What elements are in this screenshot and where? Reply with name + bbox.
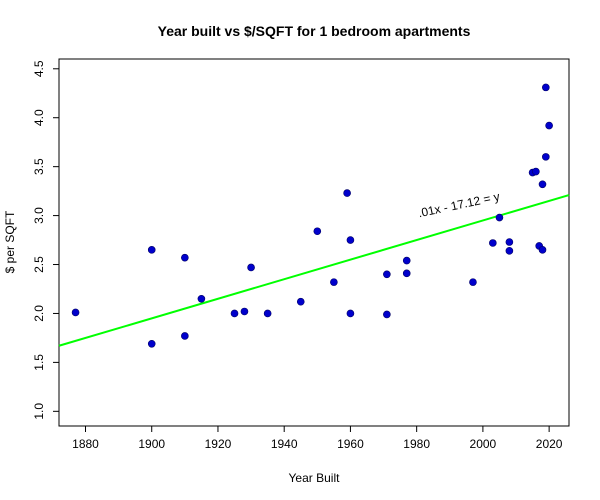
data-point	[538, 246, 547, 254]
data-points	[71, 83, 553, 348]
data-point	[343, 189, 351, 197]
data-point	[383, 270, 391, 279]
data-point	[147, 339, 156, 348]
data-point	[505, 247, 514, 255]
y-tick-label: 3.0	[32, 207, 46, 224]
data-point	[240, 307, 249, 316]
data-point	[71, 308, 80, 317]
x-tick-label: 1960	[337, 437, 364, 451]
data-point	[247, 263, 255, 272]
data-point	[538, 180, 547, 189]
data-point	[542, 153, 550, 161]
x-tick-label: 2020	[536, 437, 563, 451]
y-axis-label: $ per SQFT	[3, 210, 17, 273]
data-point	[230, 309, 239, 318]
y-tick-label: 2.5	[32, 256, 46, 273]
y-tick-label: 3.5	[32, 158, 46, 175]
data-point	[402, 269, 411, 278]
data-point	[545, 121, 553, 130]
y-axis: 1.0 1.5 2.0 2.5 3.0 3.5 4.0 4.5	[32, 60, 59, 420]
data-point	[313, 227, 322, 236]
data-point	[469, 278, 477, 286]
x-tick-label: 1880	[72, 437, 99, 451]
data-point	[147, 246, 156, 254]
y-tick-label: 2.0	[32, 305, 46, 322]
x-axis-label: Year Built	[289, 471, 341, 485]
data-point	[346, 309, 355, 318]
data-point	[505, 238, 514, 246]
data-point	[346, 236, 355, 244]
data-point	[542, 83, 550, 92]
data-point	[181, 332, 189, 340]
y-tick-label: 1.5	[32, 354, 46, 371]
data-point	[532, 167, 540, 176]
x-tick-label: 2000	[470, 437, 497, 451]
data-point	[296, 297, 305, 306]
y-tick-label: 4.5	[32, 60, 46, 77]
x-axis: 1880 1900 1920 1940 1960 1980 2000 2020	[72, 426, 563, 451]
data-point	[330, 278, 338, 286]
data-point	[181, 253, 189, 262]
data-point	[495, 213, 504, 222]
plot-frame	[58, 58, 570, 427]
data-point	[402, 256, 411, 265]
data-point	[489, 239, 497, 247]
data-point	[263, 309, 272, 318]
trend-line	[58, 194, 570, 347]
y-tick-label: 1.0	[32, 403, 46, 420]
x-tick-label: 1920	[205, 437, 232, 451]
x-tick-label: 1940	[271, 437, 298, 451]
chart-title: Year built vs $/SQFT for 1 bedroom apart…	[158, 23, 471, 39]
y-tick-label: 4.0	[32, 109, 46, 126]
data-point	[197, 294, 206, 303]
x-tick-label: 1900	[138, 437, 165, 451]
data-point	[383, 310, 391, 319]
equation-annotation: .01x - 17.12 = y	[417, 189, 501, 220]
x-tick-label: 1980	[403, 437, 430, 451]
